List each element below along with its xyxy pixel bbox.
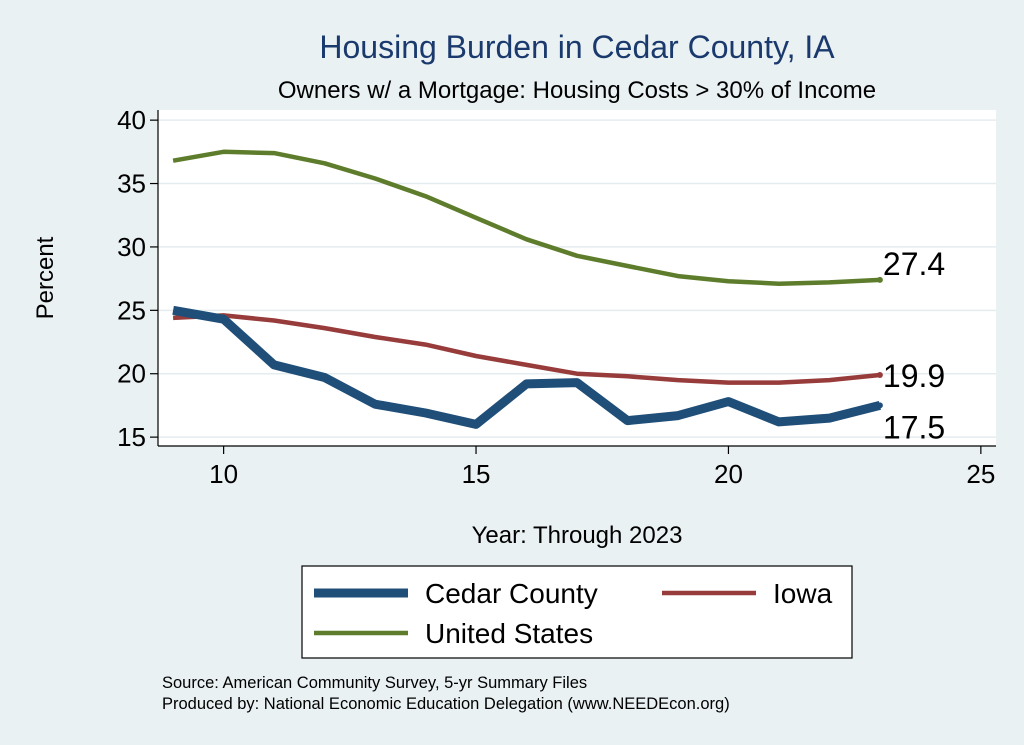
end-point-cedar-county	[876, 402, 883, 409]
end-label-cedar-county: 17.5	[883, 409, 945, 445]
series-line-united-states	[172, 149, 881, 286]
x-tick-label: 25	[966, 459, 995, 489]
series-lines	[172, 149, 881, 429]
legend: Cedar County Iowa United States	[301, 565, 853, 659]
series-line-iowa	[172, 313, 881, 385]
plot-area	[158, 110, 996, 446]
x-axis-title: Year: Through 2023	[472, 522, 683, 549]
y-axis-title: Percent	[32, 236, 59, 319]
x-tick-label: 20	[714, 459, 743, 489]
end-point-united-states	[876, 276, 883, 283]
end-label-iowa: 19.9	[883, 358, 945, 394]
y-tick-label: 15	[117, 422, 146, 452]
end-labels: 27.4 19.9 17.5	[876, 246, 945, 445]
chart-subtitle: Owners w/ a Mortgage: Housing Costs > 30…	[278, 77, 876, 104]
legend-label-iowa: Iowa	[773, 578, 833, 609]
end-point-iowa	[876, 371, 883, 378]
y-tick-label: 25	[117, 295, 146, 325]
x-tick-label: 15	[462, 459, 491, 489]
legend-label-united-states: United States	[425, 618, 593, 649]
axes: 15 20 25 30 35 40 10 15 20 25	[117, 105, 996, 489]
footer-produced: Produced by: National Economic Education…	[162, 695, 730, 713]
y-tick-label: 40	[117, 105, 146, 135]
y-tick-label: 35	[117, 169, 146, 199]
x-tick-label: 10	[209, 459, 238, 489]
series-line-cedar-county	[172, 305, 881, 429]
legend-label-cedar-county: Cedar County	[425, 578, 598, 609]
y-tick-label: 20	[117, 359, 146, 389]
legend-box	[301, 565, 853, 659]
chart-title: Housing Burden in Cedar County, IA	[319, 29, 835, 65]
end-label-united-states: 27.4	[883, 246, 945, 282]
y-tick-label: 30	[117, 232, 146, 262]
footer-source: Source: American Community Survey, 5-yr …	[162, 674, 587, 692]
